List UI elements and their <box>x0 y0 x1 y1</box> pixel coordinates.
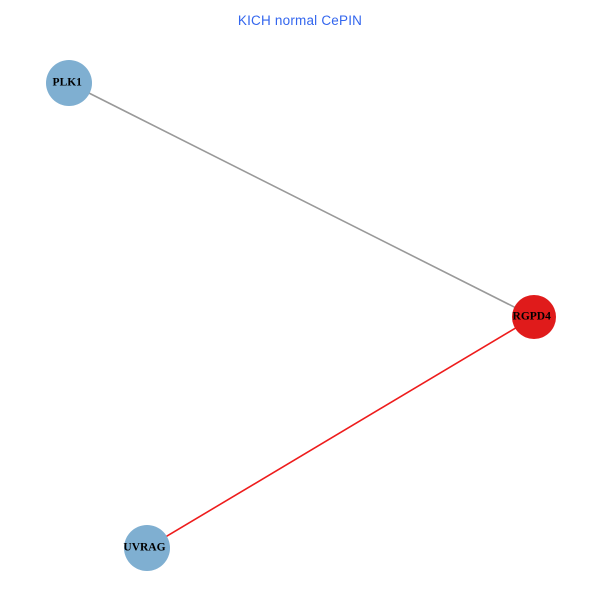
node-circle-uvrag[interactable] <box>124 525 170 571</box>
node-label-plk1: PLK1 <box>52 76 82 89</box>
node-label-rgpd4: RGPD4 <box>512 310 551 323</box>
network-node-plk1[interactable]: PLK1 <box>46 60 92 106</box>
network-node-rgpd4[interactable]: RGPD4 <box>512 295 556 339</box>
node-circle-rgpd4[interactable] <box>512 295 556 339</box>
network-edge-plk1-rgpd4[interactable] <box>88 92 516 309</box>
network-edge-uvrag-rgpd4[interactable] <box>165 327 517 538</box>
node-circle-plk1[interactable] <box>46 60 92 106</box>
page-title: KICH normal CePIN <box>237 13 363 28</box>
network-node-uvrag[interactable]: UVRAG <box>123 525 170 571</box>
node-label-uvrag: UVRAG <box>123 541 166 554</box>
edges-group <box>88 92 517 538</box>
